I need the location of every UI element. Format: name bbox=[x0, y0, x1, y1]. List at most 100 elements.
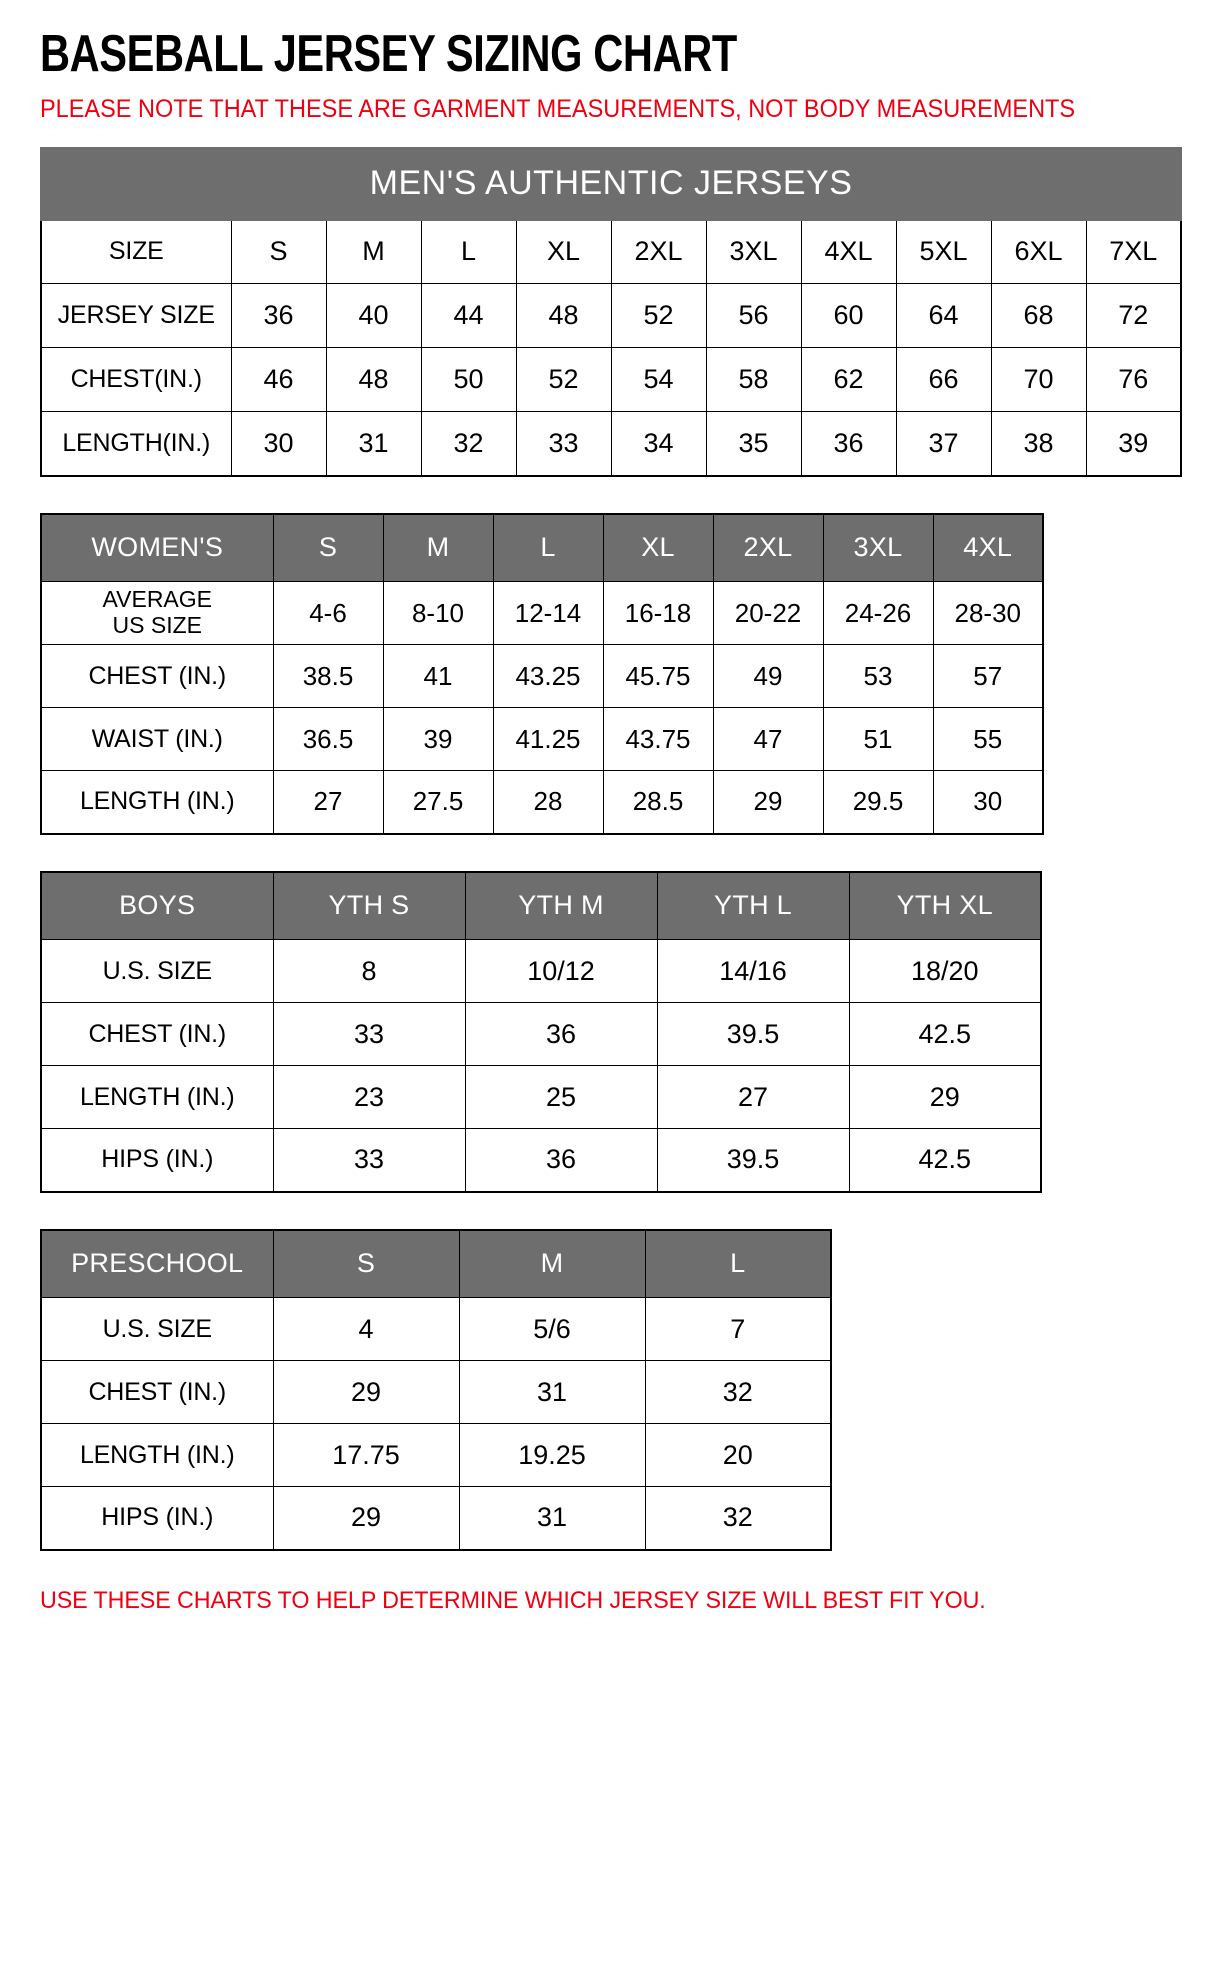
boys-col-yth-m: YTH M bbox=[464, 871, 658, 940]
mens-sizing-table: MEN'S AUTHENTIC JERSEYS SIZE S M L XL 2X… bbox=[39, 146, 1183, 477]
table-row: CHEST (IN.) 29 31 32 bbox=[40, 1360, 832, 1424]
mens-col-l: L bbox=[420, 219, 517, 284]
preschool-col-l: L bbox=[644, 1229, 832, 1298]
cell: 34 bbox=[610, 411, 707, 476]
cell: 10/12 bbox=[464, 939, 658, 1003]
cell: 24-26 bbox=[822, 581, 934, 645]
page-title: BASEBALL JERSEY SIZING CHART bbox=[40, 25, 737, 83]
mens-banner-title: MEN'S AUTHENTIC JERSEYS bbox=[39, 146, 1183, 221]
mens-row-label-jersey-size: JERSEY SIZE bbox=[40, 283, 232, 348]
mens-header-label: SIZE bbox=[40, 219, 232, 284]
mens-col-s: S bbox=[230, 219, 327, 284]
preschool-row-label-length: LENGTH (IN.) bbox=[40, 1423, 274, 1487]
cell: 29 bbox=[848, 1065, 1042, 1129]
cell: 64 bbox=[895, 283, 992, 348]
mens-col-5xl: 5XL bbox=[895, 219, 992, 284]
cell: 23 bbox=[272, 1065, 466, 1129]
cell: 41 bbox=[382, 644, 494, 708]
cell: 4-6 bbox=[272, 581, 384, 645]
womens-col-3xl: 3XL bbox=[822, 513, 934, 582]
mens-row-label-length: LENGTH(IN.) bbox=[40, 411, 232, 476]
table-row: HIPS (IN.) 29 31 32 bbox=[40, 1486, 832, 1550]
table-row: CHEST(IN.) 46 48 50 52 54 58 62 66 70 76 bbox=[40, 347, 1182, 412]
cell: 57 bbox=[932, 644, 1044, 708]
cell: 19.25 bbox=[458, 1423, 646, 1487]
cell: 28 bbox=[492, 770, 604, 834]
cell: 8-10 bbox=[382, 581, 494, 645]
cell: 29 bbox=[712, 770, 824, 834]
cell: 48 bbox=[325, 347, 422, 412]
cell: 20-22 bbox=[712, 581, 824, 645]
womens-row-label-length: LENGTH (IN.) bbox=[40, 770, 274, 834]
cell: 27 bbox=[272, 770, 384, 834]
label-line-2: US SIZE bbox=[112, 612, 202, 638]
mens-header-row: SIZE S M L XL 2XL 3XL 4XL 5XL 6XL 7XL bbox=[40, 219, 1182, 284]
womens-col-s: S bbox=[272, 513, 384, 582]
boys-header-row: BOYS YTH S YTH M YTH L YTH XL bbox=[40, 871, 1042, 940]
cell: 66 bbox=[895, 347, 992, 412]
cell: 33 bbox=[272, 1002, 466, 1066]
cell: 4 bbox=[272, 1297, 460, 1361]
womens-sizing-table: WOMEN'S S M L XL 2XL 3XL 4XL AVERAGE US … bbox=[40, 512, 1044, 835]
cell: 36 bbox=[464, 1128, 658, 1192]
table-row: CHEST (IN.) 33 36 39.5 42.5 bbox=[40, 1002, 1042, 1066]
cell: 25 bbox=[464, 1065, 658, 1129]
cell: 42.5 bbox=[848, 1128, 1042, 1192]
footer-note: USE THESE CHARTS TO HELP DETERMINE WHICH… bbox=[40, 1586, 986, 1614]
preschool-sizing-table: PRESCHOOL S M L U.S. SIZE 4 5/6 7 CHEST … bbox=[40, 1228, 832, 1551]
cell: 39.5 bbox=[656, 1128, 850, 1192]
preschool-row-label-chest: CHEST (IN.) bbox=[40, 1360, 274, 1424]
cell: 28-30 bbox=[932, 581, 1044, 645]
cell: 30 bbox=[932, 770, 1044, 834]
cell: 27 bbox=[656, 1065, 850, 1129]
cell: 29 bbox=[272, 1486, 460, 1550]
cell: 8 bbox=[272, 939, 466, 1003]
womens-row-label-average-us-size: AVERAGE US SIZE bbox=[40, 581, 274, 645]
cell: 7 bbox=[644, 1297, 832, 1361]
cell: 76 bbox=[1085, 347, 1182, 412]
mens-col-4xl: 4XL bbox=[800, 219, 897, 284]
preschool-row-label-hips: HIPS (IN.) bbox=[40, 1486, 274, 1550]
cell: 31 bbox=[458, 1360, 646, 1424]
cell: 53 bbox=[822, 644, 934, 708]
cell: 35 bbox=[705, 411, 802, 476]
cell: 36 bbox=[230, 283, 327, 348]
cell: 54 bbox=[610, 347, 707, 412]
table-row: HIPS (IN.) 33 36 39.5 42.5 bbox=[40, 1128, 1042, 1192]
mens-col-m: M bbox=[325, 219, 422, 284]
cell: 45.75 bbox=[602, 644, 714, 708]
cell: 55 bbox=[932, 707, 1044, 771]
garment-measurement-note: PLEASE NOTE THAT THESE ARE GARMENT MEASU… bbox=[40, 95, 1076, 123]
table-row: CHEST (IN.) 38.5 41 43.25 45.75 49 53 57 bbox=[40, 644, 1044, 708]
boys-col-yth-s: YTH S bbox=[272, 871, 466, 940]
cell: 33 bbox=[515, 411, 612, 476]
cell: 60 bbox=[800, 283, 897, 348]
cell: 40 bbox=[325, 283, 422, 348]
cell: 38 bbox=[990, 411, 1087, 476]
womens-col-l: L bbox=[492, 513, 604, 582]
cell: 20 bbox=[644, 1423, 832, 1487]
cell: 16-18 bbox=[602, 581, 714, 645]
cell: 68 bbox=[990, 283, 1087, 348]
cell: 12-14 bbox=[492, 581, 604, 645]
cell: 39 bbox=[1085, 411, 1182, 476]
womens-col-xl: XL bbox=[602, 513, 714, 582]
cell: 52 bbox=[610, 283, 707, 348]
womens-row-label-waist: WAIST (IN.) bbox=[40, 707, 274, 771]
cell: 58 bbox=[705, 347, 802, 412]
cell: 14/16 bbox=[656, 939, 850, 1003]
cell: 27.5 bbox=[382, 770, 494, 834]
cell: 36 bbox=[464, 1002, 658, 1066]
table-row: WAIST (IN.) 36.5 39 41.25 43.75 47 51 55 bbox=[40, 707, 1044, 771]
womens-col-2xl: 2XL bbox=[712, 513, 824, 582]
cell: 44 bbox=[420, 283, 517, 348]
table-row: U.S. SIZE 8 10/12 14/16 18/20 bbox=[40, 939, 1042, 1003]
mens-banner-row: MEN'S AUTHENTIC JERSEYS bbox=[39, 146, 1183, 221]
cell: 50 bbox=[420, 347, 517, 412]
mens-col-2xl: 2XL bbox=[610, 219, 707, 284]
table-row: JERSEY SIZE 36 40 44 48 52 56 60 64 68 7… bbox=[40, 283, 1182, 348]
preschool-col-m: M bbox=[458, 1229, 646, 1298]
boys-col-yth-xl: YTH XL bbox=[848, 871, 1042, 940]
cell: 17.75 bbox=[272, 1423, 460, 1487]
cell: 28.5 bbox=[602, 770, 714, 834]
